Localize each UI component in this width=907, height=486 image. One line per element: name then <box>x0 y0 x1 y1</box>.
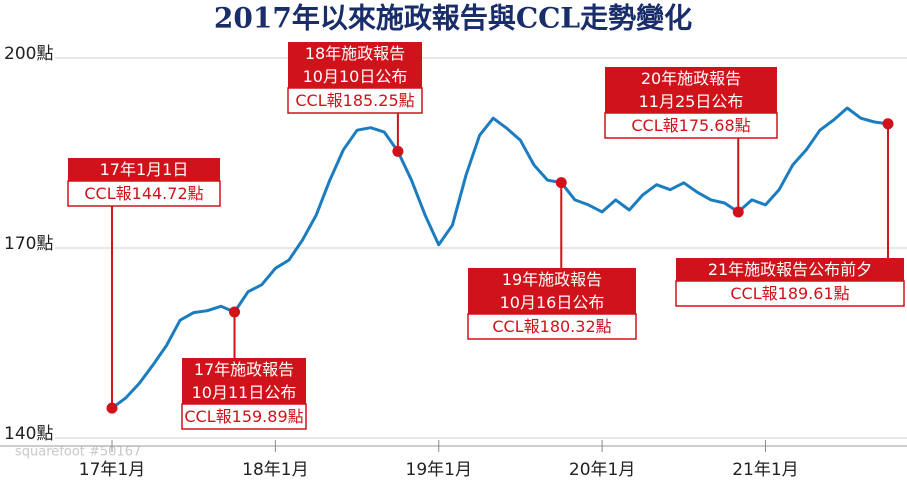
annotation-dot <box>732 206 744 218</box>
annotation-title: 10月16日公布 <box>500 293 605 312</box>
annotation-label-box <box>467 313 637 340</box>
series-line <box>111 106 889 410</box>
x-tick-label: 20年1月 <box>569 460 635 480</box>
annotation-header <box>68 158 220 181</box>
y-tick-label: 140點 <box>4 424 53 444</box>
annotation-title: 21年施政報告公布前夕 <box>708 260 872 279</box>
annotation-label: CCL報159.89點 <box>184 407 303 426</box>
annotation-dot <box>106 402 118 414</box>
annotation-label-box <box>287 87 423 114</box>
watermark: squarefoot #50167 <box>15 445 141 460</box>
annotation-label: CCL報180.32點 <box>492 317 611 336</box>
x-tick-label: 17年1月 <box>79 460 145 480</box>
y-tick-label: 200點 <box>4 44 53 64</box>
chart-title: 2017年以來施政報告與CCL走勢變化 <box>214 2 692 35</box>
annotation-title: 11月25日公布 <box>639 92 744 111</box>
x-tick-label: 21年1月 <box>732 460 798 480</box>
x-tick-label: 18年1月 <box>242 460 308 480</box>
annotation-label-box <box>181 403 307 430</box>
annotation-title: 19年施政報告 <box>502 270 602 289</box>
annotation-title: 10月10日公布 <box>303 67 408 86</box>
annotation-label: CCL報189.61點 <box>730 284 849 303</box>
annotation-header <box>288 42 422 88</box>
annotation-label-box <box>67 180 221 207</box>
annotation-dot <box>555 177 567 189</box>
annotation-title: 20年施政報告 <box>641 69 741 88</box>
annotation-dot <box>392 145 404 157</box>
annotation-label: CCL報175.68點 <box>631 116 750 135</box>
annotation-title: 17年1月1日 <box>100 160 189 179</box>
annotation-title: 10月11日公布 <box>192 383 297 402</box>
annotation-label: CCL報144.72點 <box>84 184 203 203</box>
annotation-header <box>676 258 904 281</box>
annotation-header <box>182 358 306 404</box>
annotation-title: 18年施政報告 <box>305 44 405 63</box>
annotation-label: CCL報185.25點 <box>295 91 414 110</box>
y-tick-label: 170點 <box>4 234 53 254</box>
annotation-label-box <box>604 112 778 139</box>
x-tick-label: 19年1月 <box>406 460 472 480</box>
annotation-dot <box>882 118 894 130</box>
annotation-title: 17年施政報告 <box>194 360 294 379</box>
annotation-dot <box>229 306 241 318</box>
annotation-header <box>605 67 777 113</box>
annotation-label-box <box>675 280 905 307</box>
annotation-header <box>468 268 636 314</box>
